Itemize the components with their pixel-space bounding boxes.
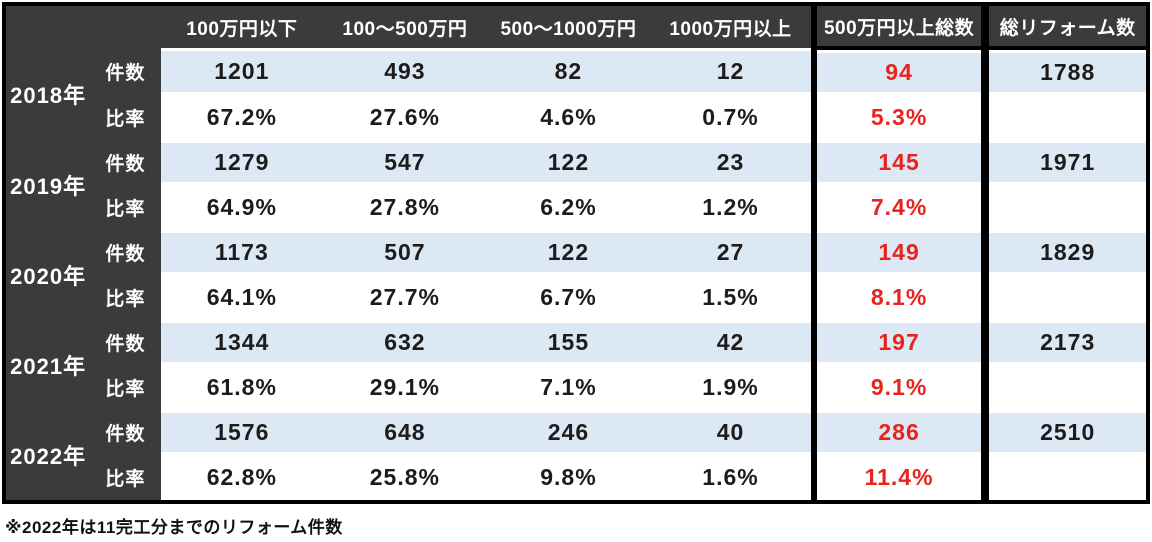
data-cell: 94	[810, 48, 986, 95]
data-cell: 1.5%	[650, 275, 814, 320]
data-cell: 27.8%	[323, 185, 487, 230]
row-label-ratio: 比率	[90, 365, 161, 410]
data-cell: 40	[650, 410, 814, 455]
data-cell: 2173	[981, 320, 1148, 365]
data-cell: 6.7%	[486, 275, 651, 320]
ratio-row: 比率 64.9% 27.8% 6.2% 1.2% 7.4%	[4, 185, 1148, 230]
data-cell: 1344	[160, 320, 324, 365]
data-cell: 286	[810, 410, 986, 455]
row-label-count: 件数	[90, 410, 161, 455]
data-cell: 27.7%	[323, 275, 487, 320]
data-cell: 632	[323, 320, 487, 365]
row-label-count: 件数	[90, 320, 161, 365]
data-cell	[981, 275, 1148, 320]
data-cell: 1829	[981, 230, 1148, 275]
count-row: 2018年 件数 1201 493 82 12 94 1788	[4, 48, 1148, 140]
column-header-5m-10m: 500〜1000万円	[486, 4, 651, 48]
count-row: 2022年 件数 1576 648 246 40 286 2510	[4, 410, 1148, 502]
ratio-row: 比率 61.8% 29.1% 7.1% 1.9% 9.1%	[4, 365, 1148, 410]
data-cell: 29.1%	[323, 365, 487, 410]
data-cell: 23	[650, 140, 814, 185]
year-cell: 2019年	[4, 140, 91, 230]
table-header: 100万円以下 100〜500万円 500〜1000万円 1000万円以上 50…	[4, 4, 1148, 50]
year-cell: 2020年	[4, 230, 91, 320]
data-cell: 64.9%	[160, 185, 324, 230]
data-cell: 122	[486, 230, 651, 275]
data-cell: 27	[650, 230, 814, 275]
data-cell: 1.2%	[650, 185, 814, 230]
data-cell: 1201	[160, 48, 324, 95]
data-cell: 145	[810, 140, 986, 185]
data-cell: 12	[650, 48, 814, 95]
data-cell: 1.9%	[650, 365, 814, 410]
data-cell: 246	[486, 410, 651, 455]
data-cell: 6.2%	[486, 185, 651, 230]
data-cell: 1971	[981, 140, 1148, 185]
data-cell: 197	[810, 320, 986, 365]
data-cell: 507	[323, 230, 487, 275]
data-cell: 547	[323, 140, 487, 185]
data-cell	[981, 455, 1148, 502]
data-cell: 8.1%	[810, 275, 986, 320]
data-cell	[981, 95, 1148, 140]
data-cell: 62.8%	[160, 455, 324, 502]
data-cell: 27.6%	[323, 95, 487, 140]
data-cell: 149	[810, 230, 986, 275]
column-header-1m-5m: 100〜500万円	[323, 4, 487, 48]
row-label-ratio: 比率	[90, 95, 161, 140]
year-cell: 2018年	[4, 48, 91, 140]
ratio-row: 比率 62.8% 25.8% 9.8% 1.6% 11.4%	[4, 455, 1148, 502]
row-label-count: 件数	[90, 48, 161, 95]
row-label-ratio: 比率	[90, 275, 161, 320]
data-cell: 1173	[160, 230, 324, 275]
row-label-ratio: 比率	[90, 455, 161, 502]
data-cell: 11.4%	[810, 455, 986, 502]
data-cell: 2510	[981, 410, 1148, 455]
footnote: ※2022年は11完工分までのリフォーム件数	[5, 518, 343, 537]
corner-cell	[4, 4, 161, 48]
data-cell: 82	[486, 48, 651, 95]
row-label-ratio: 比率	[90, 185, 161, 230]
data-cell: 42	[650, 320, 814, 365]
column-header-total-reforms: 総リフォーム数	[981, 4, 1148, 50]
count-row: 2019年 件数 1279 547 122 23 145 1971	[4, 140, 1148, 230]
row-label-count: 件数	[90, 230, 161, 275]
year-cell: 2022年	[4, 410, 91, 502]
data-cell: 9.1%	[810, 365, 986, 410]
data-cell: 61.8%	[160, 365, 324, 410]
data-cell: 64.1%	[160, 275, 324, 320]
reform-cost-table: 100万円以下 100〜500万円 500〜1000万円 1000万円以上 50…	[2, 2, 1150, 504]
data-cell: 1279	[160, 140, 324, 185]
data-cell: 4.6%	[486, 95, 651, 140]
ratio-row: 比率 64.1% 27.7% 6.7% 1.5% 8.1%	[4, 275, 1148, 320]
data-cell: 7.4%	[810, 185, 986, 230]
table-body: 2018年 件数 1201 493 82 12 94 1788 比率 67.2% 27.6% 4.6%…	[4, 48, 1148, 502]
data-cell: 7.1%	[486, 365, 651, 410]
data-cell: 67.2%	[160, 95, 324, 140]
data-cell: 1.6%	[650, 455, 814, 502]
data-cell	[981, 185, 1148, 230]
data-cell: 5.3%	[810, 95, 986, 140]
column-header-over-5m-total: 500万円以上総数	[810, 4, 986, 50]
data-cell: 1788	[981, 48, 1148, 95]
header-row: 100万円以下 100〜500万円 500〜1000万円 1000万円以上 50…	[4, 4, 1148, 50]
data-cell	[981, 365, 1148, 410]
count-row: 2020年 件数 1173 507 122 27 149 1829	[4, 230, 1148, 320]
data-cell: 155	[486, 320, 651, 365]
count-row: 2021年 件数 1344 632 155 42 197 2173	[4, 320, 1148, 410]
data-cell: 0.7%	[650, 95, 814, 140]
row-label-count: 件数	[90, 140, 161, 185]
column-header-under-1m: 100万円以下	[160, 4, 324, 48]
ratio-row: 比率 67.2% 27.6% 4.6% 0.7% 5.3%	[4, 95, 1148, 140]
data-cell: 122	[486, 140, 651, 185]
data-cell: 9.8%	[486, 455, 651, 502]
data-cell: 1576	[160, 410, 324, 455]
year-cell: 2021年	[4, 320, 91, 410]
data-cell: 25.8%	[323, 455, 487, 502]
data-cell: 493	[323, 48, 487, 95]
data-cell: 648	[323, 410, 487, 455]
column-header-over-10m: 1000万円以上	[650, 4, 814, 48]
